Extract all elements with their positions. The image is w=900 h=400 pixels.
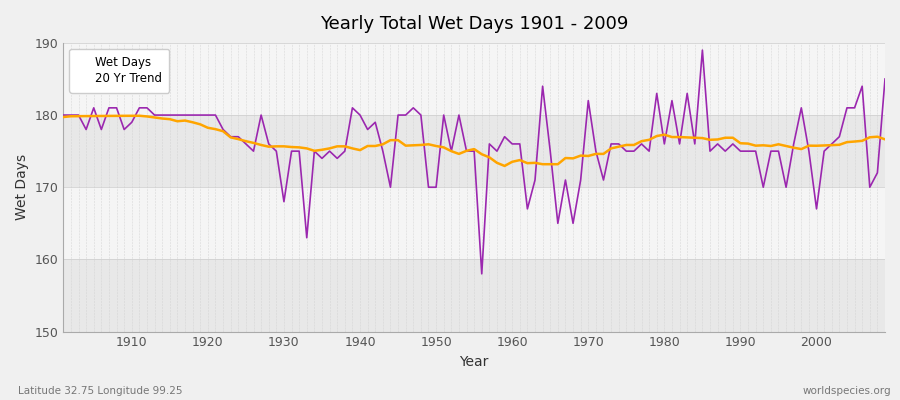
20 Yr Trend: [613, 144, 624, 149]
Legend: Wet Days, 20 Yr Trend: Wet Days, 20 Yr Trend: [69, 49, 169, 92]
20 Yr Trend: [58, 115, 68, 120]
Bar: [63, 187, 885, 260]
Wet Days: [476, 272, 487, 276]
Line: 20 Yr Trend: 20 Yr Trend: [63, 116, 885, 166]
Wet Days: [697, 48, 707, 52]
Wet Days: [606, 142, 616, 146]
Bar: [63, 43, 885, 115]
20 Yr Trend: [879, 137, 890, 142]
20 Yr Trend: [119, 114, 130, 118]
20 Yr Trend: [339, 144, 350, 149]
Wet Days: [119, 127, 130, 132]
Bar: [63, 260, 885, 332]
20 Yr Trend: [500, 164, 510, 168]
Line: Wet Days: Wet Days: [63, 50, 885, 274]
20 Yr Trend: [293, 145, 304, 150]
Y-axis label: Wet Days: Wet Days: [15, 154, 29, 220]
Wet Days: [332, 156, 343, 161]
Wet Days: [58, 113, 68, 118]
Wet Days: [507, 142, 517, 146]
X-axis label: Year: Year: [460, 355, 489, 369]
Text: worldspecies.org: worldspecies.org: [803, 386, 891, 396]
Wet Days: [515, 142, 526, 146]
Wet Days: [879, 76, 890, 81]
Bar: [63, 115, 885, 187]
Wet Days: [286, 149, 297, 154]
20 Yr Trend: [515, 158, 526, 162]
Title: Yearly Total Wet Days 1901 - 2009: Yearly Total Wet Days 1901 - 2009: [320, 15, 628, 33]
20 Yr Trend: [522, 161, 533, 166]
Text: Latitude 32.75 Longitude 99.25: Latitude 32.75 Longitude 99.25: [18, 386, 183, 396]
20 Yr Trend: [134, 113, 145, 118]
